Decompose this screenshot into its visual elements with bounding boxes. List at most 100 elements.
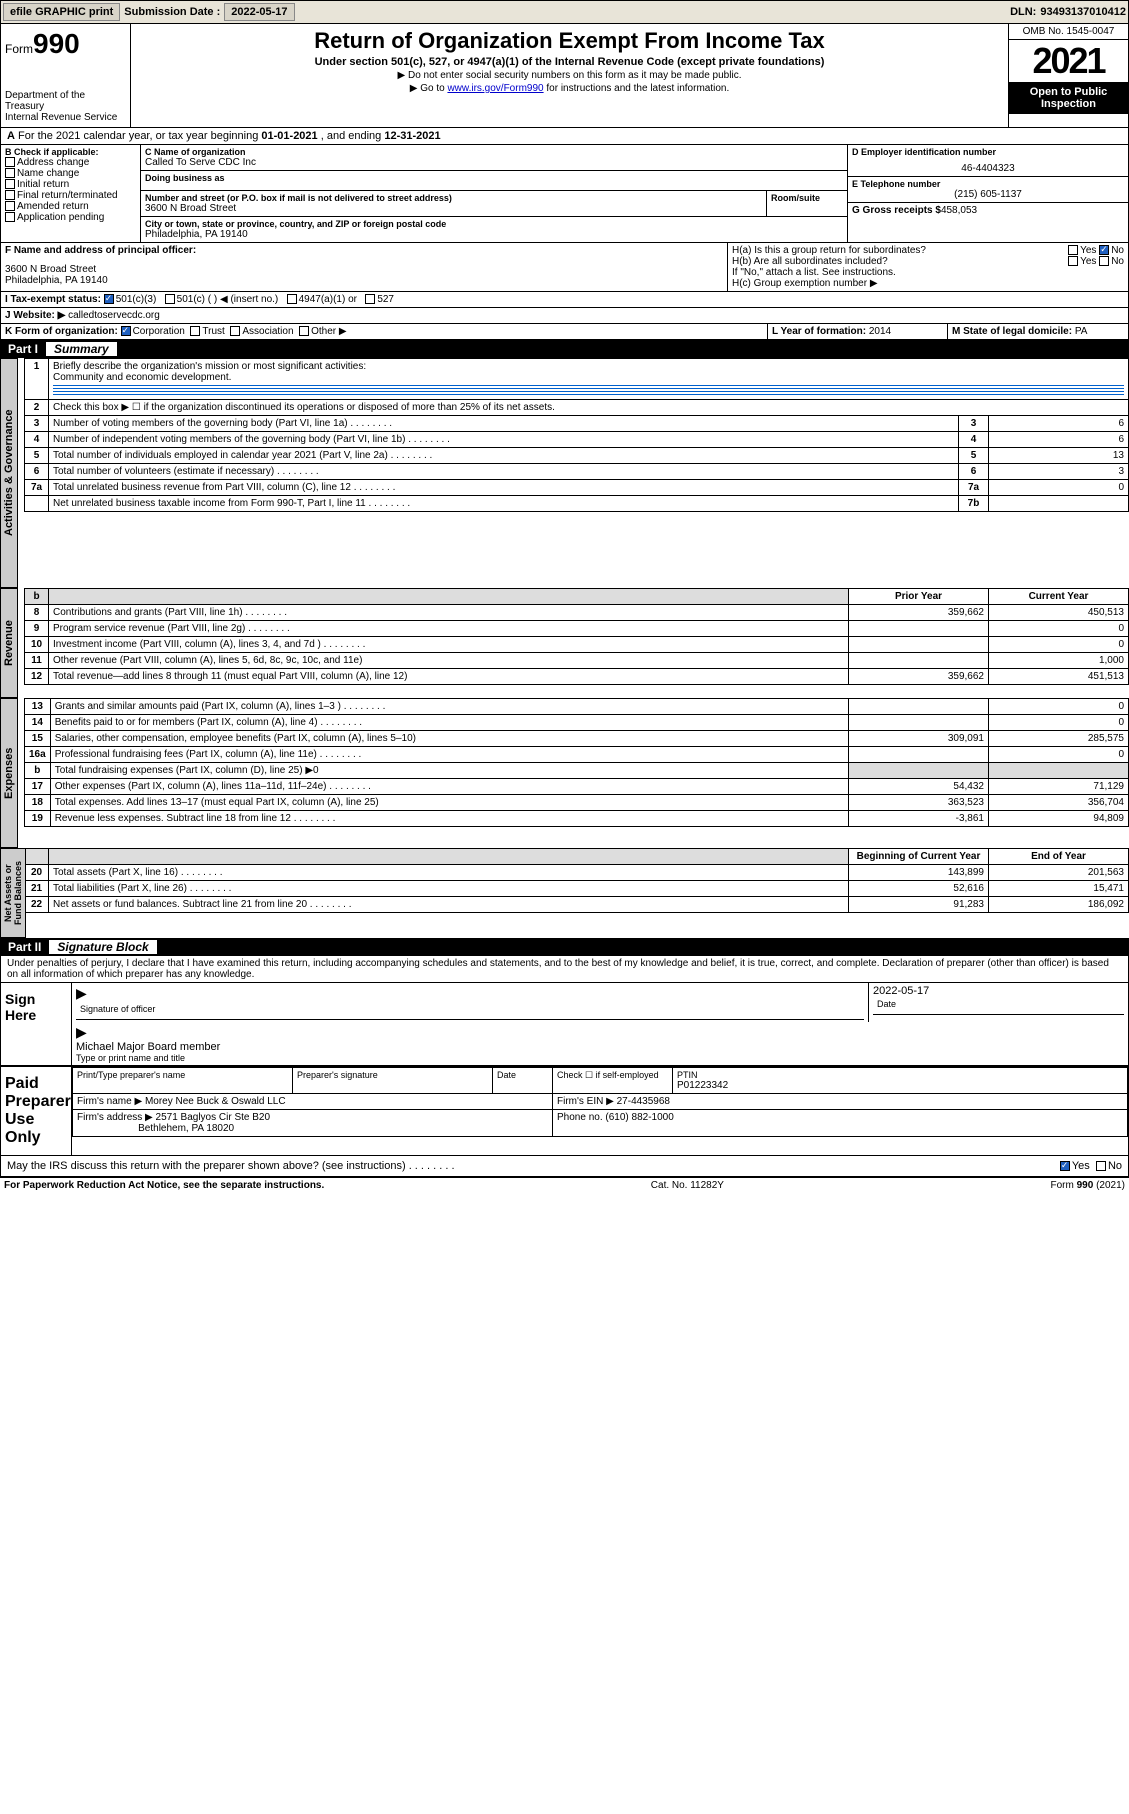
net-assets-section: Net Assets or Fund Balances Beginning of… [0, 848, 1129, 938]
chk-hb-no[interactable] [1099, 256, 1109, 266]
tax-exempt-row: I Tax-exempt status: 501(c)(3) 501(c) ( … [0, 292, 1129, 308]
line18-prior: 363,523 [849, 795, 989, 811]
line16a-curr: 0 [989, 747, 1129, 763]
line11-curr: 1,000 [989, 653, 1129, 669]
expenses-section: Expenses 13Grants and similar amounts pa… [0, 698, 1129, 848]
line14: Benefits paid to or for members (Part IX… [50, 715, 848, 731]
chk-discuss-no[interactable] [1096, 1161, 1106, 1171]
line16b-curr [989, 763, 1129, 779]
entity-info-block: B Check if applicable: Address change Na… [0, 145, 1129, 243]
line9: Program service revenue (Part VIII, line… [49, 621, 849, 637]
tax-year: 2021 [1009, 40, 1128, 82]
section-b-checkboxes: B Check if applicable: Address change Na… [1, 145, 141, 242]
line16b: Total fundraising expenses (Part IX, col… [50, 763, 848, 779]
chk-corp[interactable] [121, 326, 131, 336]
form-ref: Form 990 (2021) [1051, 1180, 1125, 1191]
form-org-row: K Form of organization: Corporation Trus… [0, 324, 1129, 340]
dept-treasury: Department of the Treasury [5, 90, 126, 112]
chk-name-change[interactable] [5, 168, 15, 178]
line7b-val [989, 496, 1129, 512]
chk-discuss-yes[interactable] [1060, 1161, 1070, 1171]
line19-prior: -3,861 [849, 811, 989, 827]
self-employed-cell: Check ☐ if self-employed [553, 1068, 673, 1094]
ha-row: H(a) Is this a group return for subordin… [732, 245, 1124, 256]
line6: Total number of volunteers (estimate if … [49, 464, 959, 480]
line4: Number of independent voting members of … [49, 432, 959, 448]
line2: Check this box ▶ ☐ if the organization d… [49, 400, 1129, 416]
line3: Number of voting members of the governin… [49, 416, 959, 432]
col-prior-year: Prior Year [849, 589, 989, 605]
chk-501c3[interactable] [104, 294, 114, 304]
form-title: Return of Organization Exempt From Incom… [139, 28, 1000, 54]
line20-eoy: 201,563 [989, 865, 1129, 881]
line19: Revenue less expenses. Subtract line 18 … [50, 811, 848, 827]
chk-assoc[interactable] [230, 326, 240, 336]
chk-initial-return[interactable] [5, 179, 15, 189]
principal-officer-label: F Name and address of principal officer: [5, 245, 196, 256]
col-boy: Beginning of Current Year [849, 849, 989, 865]
line19-curr: 94,809 [989, 811, 1129, 827]
officer-signature-line[interactable]: Signature of officer [76, 1002, 864, 1020]
line17-prior: 54,432 [849, 779, 989, 795]
officer-name: Michael Major Board member [76, 1041, 1124, 1053]
line7a: Total unrelated business revenue from Pa… [49, 480, 959, 496]
submission-date-value: 2022-05-17 [224, 3, 294, 21]
chk-amended-return[interactable] [5, 201, 15, 211]
line14-curr: 0 [989, 715, 1129, 731]
officer-group-block: F Name and address of principal officer:… [0, 243, 1129, 292]
line20-boy: 143,899 [849, 865, 989, 881]
line9-curr: 0 [989, 621, 1129, 637]
chk-ha-no[interactable] [1099, 245, 1109, 255]
activities-governance-section: Activities & Governance 1 Briefly descri… [0, 358, 1129, 588]
ptin-cell: PTINP01223342 [673, 1068, 1128, 1094]
top-toolbar: efile GRAPHIC print Submission Date : 20… [0, 0, 1129, 24]
gross-receipts-row: G Gross receipts $458,053 [848, 203, 1128, 218]
paid-preparer-label: Paid Preparer Use Only [1, 1067, 71, 1155]
ssn-note: ▶ Do not enter social security numbers o… [139, 70, 1000, 81]
org-name-row: C Name of organization Called To Serve C… [141, 145, 847, 171]
chk-address-change[interactable] [5, 157, 15, 167]
chk-501c[interactable] [165, 294, 175, 304]
line15: Salaries, other compensation, employee b… [50, 731, 848, 747]
dba-row: Doing business as [141, 171, 847, 191]
signature-block: Under penalties of perjury, I declare th… [0, 956, 1129, 1177]
line20: Total assets (Part X, line 16) [49, 865, 849, 881]
line12-curr: 451,513 [989, 669, 1129, 685]
address-row: Number and street (or P.O. box if mail i… [141, 191, 847, 217]
line15-curr: 285,575 [989, 731, 1129, 747]
chk-trust[interactable] [190, 326, 200, 336]
page-footer: For Paperwork Reduction Act Notice, see … [0, 1177, 1129, 1193]
line16a-prior [849, 747, 989, 763]
line22: Net assets or fund balances. Subtract li… [49, 897, 849, 913]
chk-hb-yes[interactable] [1068, 256, 1078, 266]
chk-application-pending[interactable] [5, 212, 15, 222]
chk-527[interactable] [365, 294, 375, 304]
submission-date-label: Submission Date : [124, 6, 220, 18]
hc-row: H(c) Group exemption number ▶ [732, 278, 1124, 289]
irs-label: Internal Revenue Service [5, 112, 126, 123]
line13-curr: 0 [989, 699, 1129, 715]
form-number: Form990 [5, 28, 126, 60]
chk-other[interactable] [299, 326, 309, 336]
chk-4947[interactable] [287, 294, 297, 304]
line21: Total liabilities (Part X, line 26) [49, 881, 849, 897]
part1-header: Part ISummary [0, 340, 1129, 358]
firm-phone-cell: Phone no. (610) 882-1000 [553, 1110, 1128, 1137]
irs-link[interactable]: www.irs.gov/Form990 [447, 83, 543, 94]
officer-name-label: Type or print name and title [76, 1053, 1124, 1063]
line12: Total revenue—add lines 8 through 11 (mu… [49, 669, 849, 685]
chk-final-return[interactable] [5, 190, 15, 200]
line18-curr: 356,704 [989, 795, 1129, 811]
line10-prior [849, 637, 989, 653]
phone-row: E Telephone number (215) 605-1137 [848, 177, 1128, 203]
part2-header: Part IISignature Block [0, 938, 1129, 956]
efile-print-button[interactable]: efile GRAPHIC print [3, 3, 120, 21]
line6-val: 3 [989, 464, 1129, 480]
line8-curr: 450,513 [989, 605, 1129, 621]
website-row: J Website: ▶ calledtoservecdc.org [0, 308, 1129, 324]
chk-ha-yes[interactable] [1068, 245, 1078, 255]
line12-prior: 359,662 [849, 669, 989, 685]
line8-prior: 359,662 [849, 605, 989, 621]
line17: Other expenses (Part IX, column (A), lin… [50, 779, 848, 795]
form-header: Form990 Department of the Treasury Inter… [0, 24, 1129, 128]
